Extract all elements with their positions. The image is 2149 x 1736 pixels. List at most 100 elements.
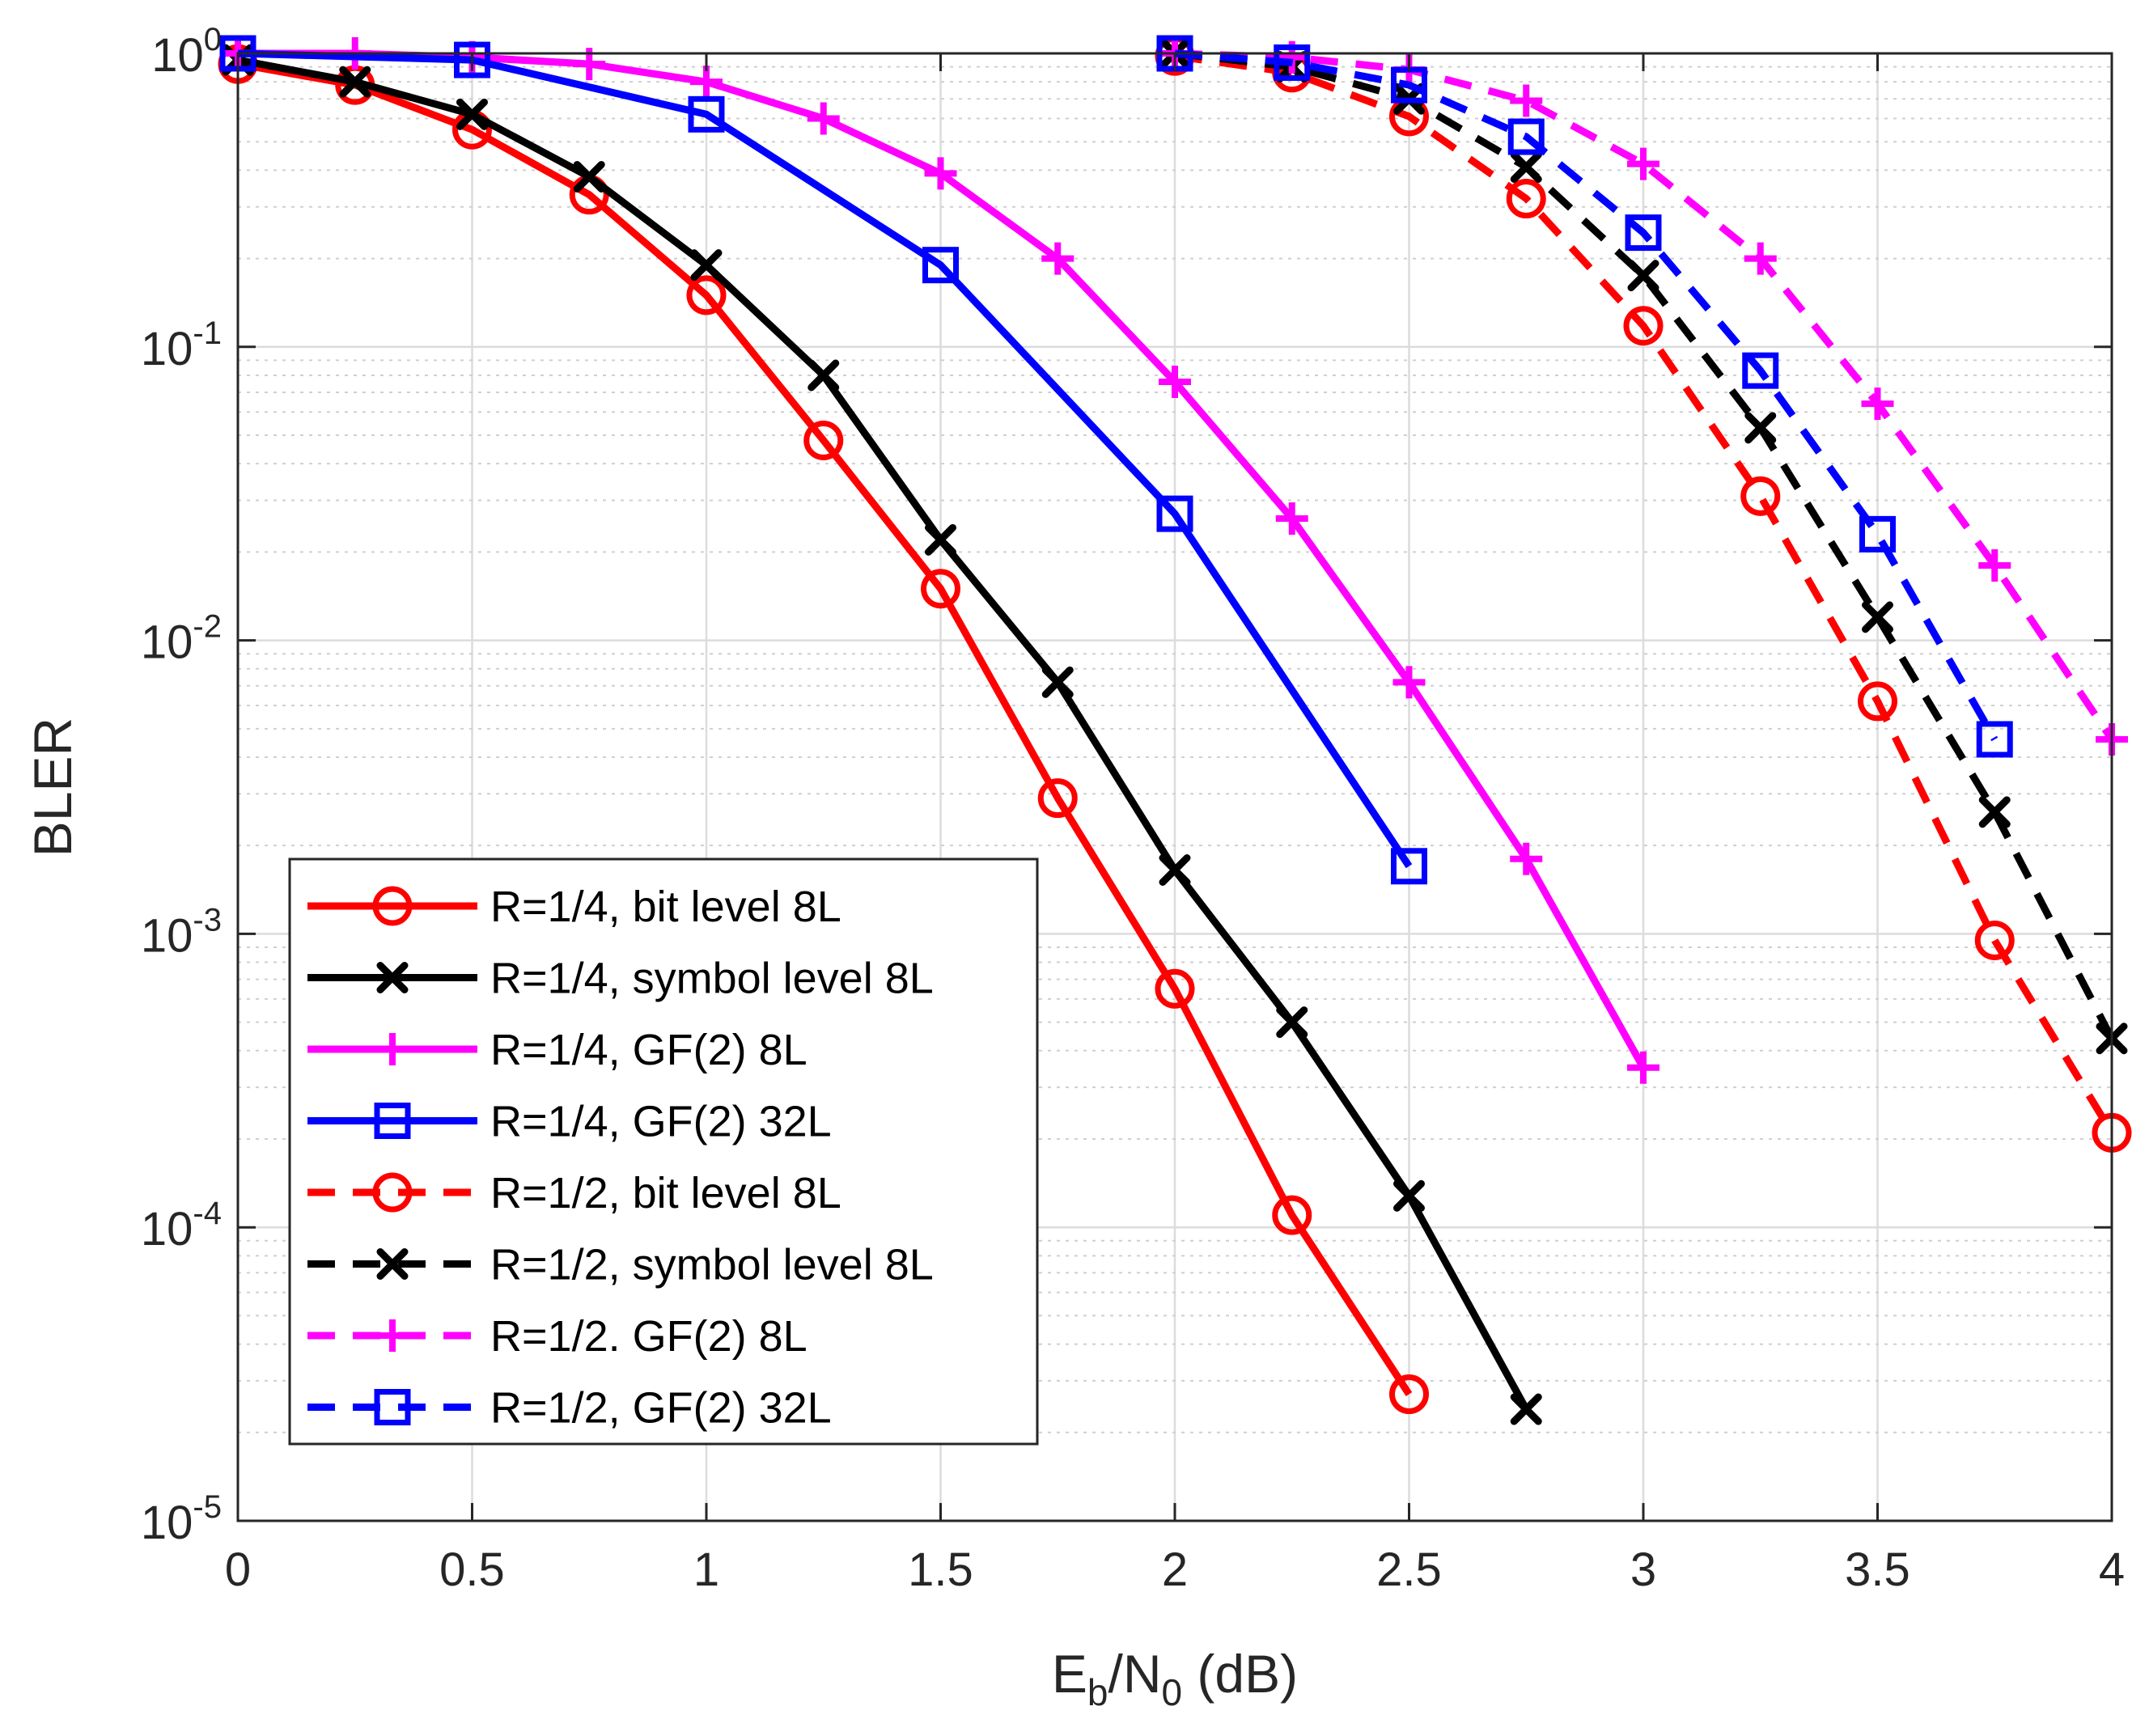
y-tick-label-exponent: -5 xyxy=(193,1489,222,1525)
y-tick-label-exponent: -1 xyxy=(193,315,222,351)
legend-marker xyxy=(372,1172,413,1213)
legend-marker xyxy=(376,1033,409,1065)
data-point-marker xyxy=(1275,502,1308,536)
legend-marker xyxy=(376,962,409,993)
y-tick-label-base: 10 xyxy=(151,29,204,82)
x-tick-label: 0 xyxy=(225,1543,251,1596)
legend-item: R=1/2, bit level 8L xyxy=(307,1169,841,1217)
data-point-marker xyxy=(686,275,727,315)
data-point-marker xyxy=(1623,306,1664,346)
legend-label: R=1/2, GF(2) 32L xyxy=(490,1384,832,1433)
y-tick-label-exponent: 0 xyxy=(204,22,222,57)
data-point-marker xyxy=(1744,242,1777,275)
x-axis-title-subscript: 0 xyxy=(1162,1671,1183,1713)
y-tick-label: 10-4 xyxy=(141,1196,222,1255)
y-tick-label: 10-2 xyxy=(141,609,222,669)
data-point-marker xyxy=(1862,601,1893,633)
legend-box xyxy=(288,857,1039,1446)
series-4 xyxy=(219,35,1427,885)
x-axis-title-part: E xyxy=(1052,1644,1087,1704)
x-axis-title-subscript: b xyxy=(1087,1671,1108,1713)
x-axis-title: Eb/N0 (dB) xyxy=(1052,1644,1298,1713)
legend-label: R=1/2. GF(2) 8L xyxy=(490,1312,807,1361)
data-point-marker xyxy=(921,569,960,609)
series-line xyxy=(1174,49,1999,742)
y-tick-label-base: 10 xyxy=(141,1203,193,1255)
data-point-marker xyxy=(1627,147,1659,180)
x-tick-label: 1 xyxy=(693,1543,719,1596)
data-point-marker xyxy=(573,160,605,193)
y-tick-label: 100 xyxy=(151,22,222,82)
data-point-marker xyxy=(1159,854,1191,886)
series-line xyxy=(1174,52,2115,1135)
data-point-marker xyxy=(807,102,840,135)
data-point-marker xyxy=(1976,721,2013,758)
data-point-marker xyxy=(1274,44,1311,81)
data-point-marker xyxy=(1392,666,1426,699)
data-point-marker xyxy=(925,523,956,556)
data-point-marker xyxy=(1861,387,1894,421)
data-point-marker xyxy=(1627,260,1659,292)
x-tick-label: 3.5 xyxy=(1845,1543,1910,1596)
legend-item: R=1/4, symbol level 8L xyxy=(307,955,934,1003)
data-point-marker xyxy=(339,66,371,98)
data-point-marker xyxy=(1742,352,1779,389)
x-axis-title-part: /N xyxy=(1108,1644,1162,1704)
data-point-marker xyxy=(1744,412,1777,444)
data-point-marker xyxy=(1506,179,1546,219)
y-tick-label-base: 10 xyxy=(141,616,193,669)
data-point-marker xyxy=(1389,1374,1429,1415)
y-tick-label-base: 10 xyxy=(141,909,193,962)
legend-item: R=1/4, GF(2) 8L xyxy=(307,1026,807,1074)
data-point-marker xyxy=(924,157,957,190)
data-point-marker xyxy=(456,98,488,130)
data-point-marker xyxy=(1978,548,2011,582)
legend-marker xyxy=(372,886,413,926)
data-point-marker xyxy=(1391,848,1427,885)
series-line xyxy=(237,49,1413,869)
data-point-marker xyxy=(1740,476,1781,516)
data-point-marker xyxy=(1625,214,1662,252)
y-tick-label-exponent: -2 xyxy=(193,609,222,645)
data-point-marker xyxy=(807,359,840,392)
y-tick-label-base: 10 xyxy=(141,323,193,375)
series-line xyxy=(237,56,1530,1412)
x-tick-label: 4 xyxy=(2099,1543,2125,1596)
legend-marker xyxy=(374,1103,411,1139)
legend-marker xyxy=(376,1319,409,1352)
data-point-marker xyxy=(1974,920,2015,960)
data-point-marker xyxy=(922,247,959,284)
legend-item: R=1/2, GF(2) 32L xyxy=(307,1384,832,1433)
data-point-marker xyxy=(1510,150,1542,183)
data-point-marker xyxy=(1037,778,1078,819)
y-tick-label-base: 10 xyxy=(141,1497,193,1549)
data-point-marker xyxy=(1393,1179,1425,1212)
x-axis-title-part: (dB) xyxy=(1182,1644,1298,1704)
series-2 xyxy=(222,44,1542,1425)
x-tick-label: 2.5 xyxy=(1376,1543,1442,1596)
legend-item: R=1/4, bit level 8L xyxy=(307,883,841,931)
legend-item: R=1/2, symbol level 8L xyxy=(307,1241,934,1289)
legend-item: R=1/2. GF(2) 8L xyxy=(307,1312,807,1361)
y-tick-label-exponent: -3 xyxy=(193,902,222,938)
data-point-marker xyxy=(1159,366,1191,399)
data-point-marker xyxy=(1978,796,2011,828)
data-point-marker xyxy=(454,41,490,78)
x-tick-label: 2 xyxy=(1162,1543,1188,1596)
x-tick-label: 0.5 xyxy=(439,1543,505,1596)
series-line xyxy=(1174,49,2115,1040)
data-point-marker xyxy=(1272,1195,1312,1235)
legend: R=1/4, bit level 8L R=1/4, symbol level 8… xyxy=(288,857,1039,1446)
legend-label: R=1/4, bit level 8L xyxy=(490,883,841,931)
legend-item: R=1/4, GF(2) 32L xyxy=(307,1098,832,1146)
series-line xyxy=(237,60,1413,1396)
series-line xyxy=(1174,49,2115,742)
data-point-marker xyxy=(1041,242,1074,275)
data-point-marker xyxy=(1858,681,1897,722)
y-tick-label-exponent: -4 xyxy=(193,1196,222,1231)
x-tick-label: 3 xyxy=(1630,1543,1656,1596)
data-point-marker xyxy=(1627,1051,1659,1084)
data-point-marker xyxy=(1041,666,1074,698)
